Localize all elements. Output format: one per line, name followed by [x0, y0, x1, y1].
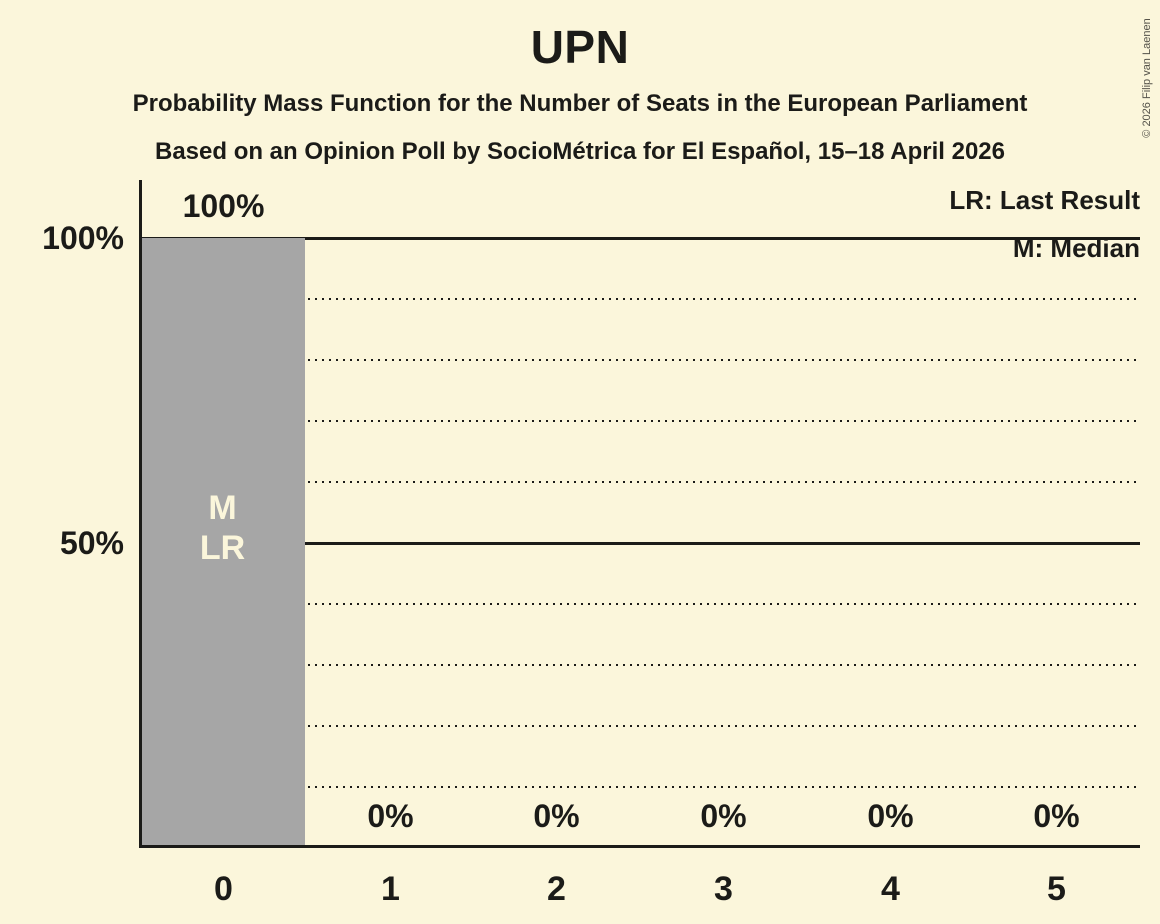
chart-title: UPN [530, 21, 630, 73]
x-axis-label-5: 5 [1047, 870, 1066, 908]
x-axis-label-2: 2 [547, 870, 566, 908]
y-axis-label-100: 100% [42, 220, 124, 256]
annotation-lr: LR [199, 529, 246, 567]
bar-value-label-4: 0% [867, 798, 914, 834]
plot-area: M LR 100% 0% 0% 0% 0% 0% [140, 180, 1140, 848]
bar-value-label-2: 0% [533, 798, 580, 834]
gridline-dotted-90 [140, 298, 1140, 300]
chart-subtitle-line1: Probability Mass Function for the Number… [132, 90, 1028, 117]
gridline-dotted-70 [140, 420, 1140, 422]
gridline-dotted-20 [140, 725, 1140, 727]
copyright-notice: © 2026 Filip van Laenen [1141, 18, 1153, 138]
gridline-dotted-10 [140, 786, 1140, 788]
y-axis-line [139, 180, 142, 848]
bar-seats-0 [140, 238, 305, 848]
chart-subtitle-line2: Based on an Opinion Poll by SocioMétrica… [154, 138, 1005, 165]
gridline-dotted-80 [140, 359, 1140, 361]
x-axis-label-3: 3 [714, 870, 733, 908]
legend-last-result: LR: Last Result [949, 185, 1140, 215]
gridline-dotted-30 [140, 664, 1140, 666]
bar-annotation-median-lastresult: M LR [140, 488, 305, 568]
gridline-dotted-60 [140, 481, 1140, 483]
x-axis-label-0: 0 [214, 870, 233, 908]
y-axis-label-50: 50% [59, 525, 124, 561]
gridline-solid-100 [140, 237, 1140, 240]
gridline-dotted-40 [140, 603, 1140, 605]
annotation-m: M [208, 489, 237, 527]
bar-value-label-0: 100% [182, 188, 265, 224]
bar-value-label-5: 0% [1033, 798, 1080, 834]
x-axis-line [139, 845, 1140, 848]
x-axis-label-4: 4 [881, 870, 900, 908]
bar-value-label-1: 0% [367, 798, 414, 834]
gridline-solid-50 [140, 542, 1140, 545]
bar-value-label-3: 0% [700, 798, 747, 834]
x-axis-label-1: 1 [381, 870, 400, 908]
